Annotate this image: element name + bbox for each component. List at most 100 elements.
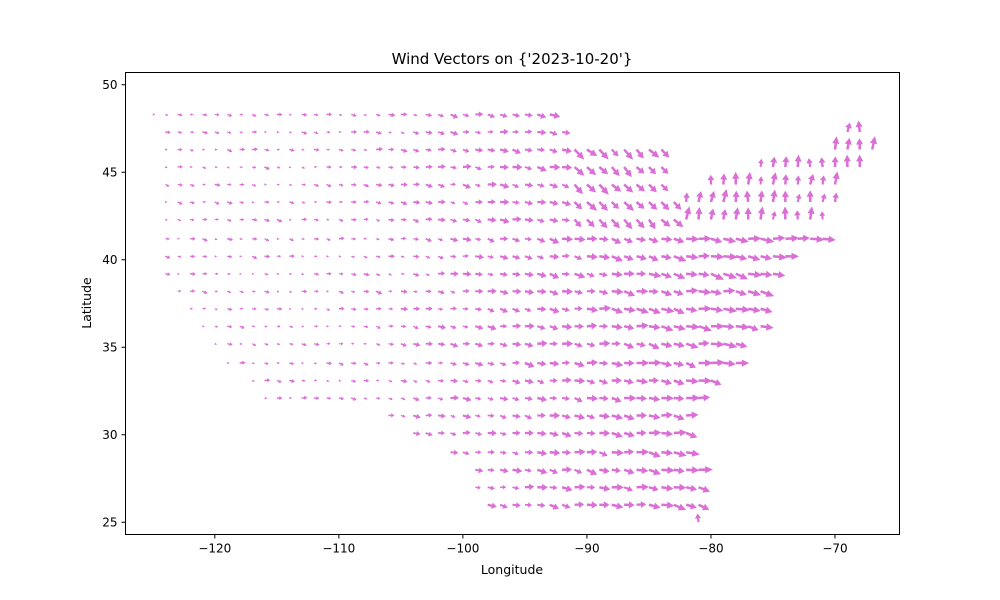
wind-arrow <box>623 166 632 178</box>
wind-arrow <box>425 306 433 312</box>
wind-arrow <box>388 307 394 311</box>
wind-arrow <box>214 131 220 135</box>
wind-arrow <box>326 325 330 328</box>
wind-arrow <box>314 307 318 311</box>
wind-arrow <box>450 449 459 456</box>
wind-arrow <box>462 324 469 329</box>
wind-arrow <box>549 111 561 119</box>
wind-arrow <box>351 307 357 312</box>
wind-arrow <box>251 200 255 204</box>
wind-arrow <box>413 325 419 330</box>
wind-arrow <box>524 165 533 171</box>
wind-arrow <box>202 113 208 117</box>
wind-arrow <box>474 218 482 224</box>
wind-arrow <box>264 290 270 294</box>
wind-arrow <box>314 324 319 328</box>
wind-arrow <box>425 341 433 347</box>
wind-arrow <box>227 218 232 222</box>
wind-arrow <box>549 360 560 367</box>
wind-arrow <box>276 379 282 384</box>
wind-arrow <box>438 361 444 365</box>
wind-arrow <box>264 361 269 365</box>
wind-arrow <box>661 306 675 314</box>
wind-arrow <box>636 429 647 437</box>
wind-arrow <box>536 165 547 172</box>
wind-arrow <box>599 378 609 385</box>
wind-arrow <box>251 379 255 382</box>
wind-arrow <box>214 290 219 293</box>
wind-arrow <box>660 166 669 174</box>
x-tick-label: −80 <box>698 542 723 556</box>
wind-arrow <box>574 430 584 437</box>
wind-arrow <box>264 307 270 311</box>
wind-arrow <box>611 431 623 439</box>
wind-arrow <box>314 237 320 241</box>
wind-arrow <box>820 193 827 203</box>
wind-arrow <box>623 306 636 314</box>
wind-arrow <box>400 414 406 418</box>
wind-arrow <box>574 342 583 348</box>
wind-arrow <box>239 131 244 134</box>
wind-arrow <box>475 414 481 418</box>
wind-arrow <box>487 272 494 277</box>
wind-arrow <box>487 307 495 313</box>
wind-arrow <box>202 254 208 259</box>
wind-arrow <box>239 325 245 329</box>
wind-arrow <box>363 237 368 240</box>
wind-arrow <box>227 342 233 347</box>
wind-arrow <box>635 183 645 192</box>
wind-arrow <box>425 147 432 153</box>
wind-arrow <box>698 466 713 474</box>
wind-arrow <box>599 467 610 475</box>
wind-arrow <box>661 360 673 368</box>
wind-arrow <box>400 182 408 187</box>
wind-arrow <box>499 147 509 154</box>
wind-arrow <box>450 130 459 136</box>
wind-arrow <box>239 272 242 275</box>
wind-arrow <box>437 113 444 118</box>
wind-arrow <box>549 503 559 510</box>
wind-arrow <box>710 272 725 280</box>
wind-arrow <box>413 290 418 294</box>
wind-arrow <box>686 253 699 261</box>
wind-arrow <box>189 218 195 222</box>
wind-arrow <box>239 255 243 258</box>
wind-arrow <box>289 379 295 384</box>
wind-arrow <box>698 270 710 278</box>
wind-arrow <box>388 182 395 188</box>
wind-arrow <box>388 147 395 152</box>
wind-arrow <box>623 201 634 211</box>
wind-arrow <box>661 235 673 243</box>
wind-arrow <box>313 342 320 347</box>
wind-arrow <box>720 209 728 220</box>
wind-arrow <box>413 272 420 277</box>
wind-arrow <box>512 237 521 243</box>
wind-arrow <box>189 183 195 187</box>
wind-arrow <box>227 166 230 169</box>
wind-arrow <box>723 253 738 261</box>
wind-arrow <box>673 255 687 262</box>
wind-arrow <box>648 502 661 510</box>
wind-arrow <box>289 361 295 366</box>
wind-arrow <box>770 189 778 203</box>
wind-arrow <box>499 414 507 420</box>
wind-arrow <box>164 165 168 169</box>
wind-arrow <box>400 362 406 365</box>
wind-arrow <box>264 148 270 152</box>
wind-arrow <box>363 307 369 311</box>
wind-arrow <box>819 175 827 185</box>
wind-arrow <box>239 237 243 241</box>
wind-arrow <box>512 129 520 135</box>
wind-arrow <box>252 325 256 328</box>
wind-arrow <box>450 414 456 419</box>
wind-arrow <box>673 360 685 368</box>
wind-arrow <box>388 361 394 365</box>
wind-arrow <box>499 307 508 313</box>
wind-arrow <box>375 113 381 117</box>
wind-arrow <box>462 341 470 347</box>
wind-arrow <box>611 467 621 474</box>
wind-arrow <box>177 218 182 222</box>
wind-arrow <box>338 218 344 222</box>
wind-arrow <box>549 468 558 475</box>
wind-arrow <box>574 289 583 296</box>
